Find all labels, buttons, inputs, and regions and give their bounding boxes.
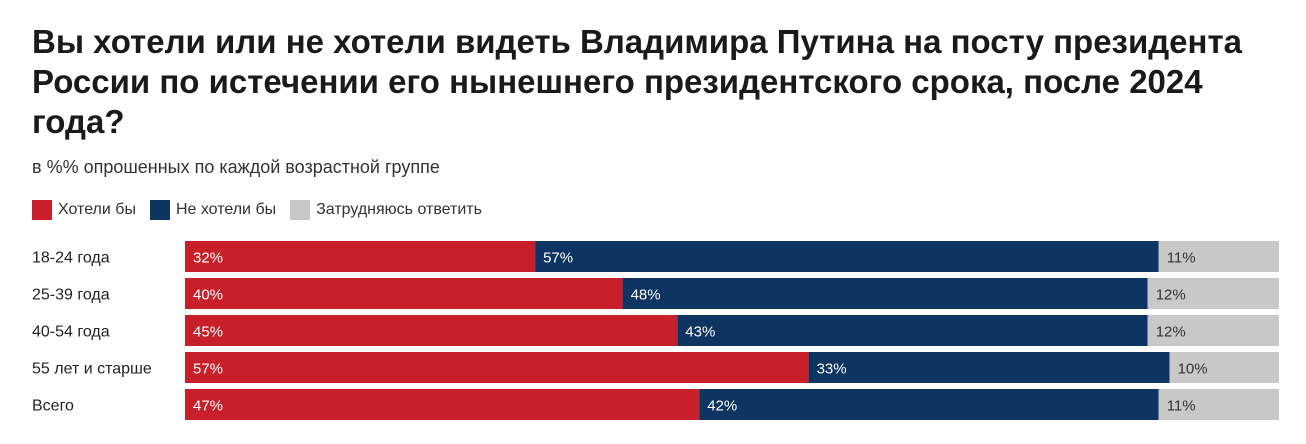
data-label: 33%: [817, 361, 847, 378]
legend-swatch-not-want: [149, 200, 170, 220]
data-label: 57%: [193, 361, 223, 378]
category-label: 55 лет и старше: [32, 361, 152, 378]
bar-row: 25-39 года 40% 48% 12%: [32, 278, 1279, 309]
data-label: 12%: [1156, 324, 1186, 341]
legend-label-not-want: Не хотели бы: [175, 201, 277, 218]
stacked-bar-chart: 18-24 года 32% 57% 11%25-39 года 40% 48% 12%40…: [32, 241, 1279, 420]
bar-segment: [1169, 352, 1279, 383]
bar-segment: [535, 241, 1159, 272]
data-label: 40%: [193, 287, 223, 304]
data-label: 32%: [193, 250, 223, 267]
bar-row: 55 лет и старше 57% 33% 10%: [32, 352, 1279, 383]
legend-label-want: Хотели бы: [58, 201, 136, 218]
data-label: 42%: [707, 398, 737, 415]
legend-label-undecided: Затрудняюсь ответить: [316, 201, 482, 218]
bar-segment: [622, 278, 1148, 309]
data-label: 11%: [1167, 398, 1196, 415]
bar-segment: [699, 389, 1159, 420]
bar-segment: [677, 315, 1148, 346]
data-label: 48%: [631, 287, 661, 304]
bar-segment: [185, 389, 700, 420]
bar-row: 18-24 года 32% 57% 11%: [32, 241, 1279, 272]
data-label: 11%: [1167, 250, 1196, 267]
category-label: 18-24 года: [32, 250, 110, 267]
data-label: 45%: [193, 324, 223, 341]
bar-segment: [185, 352, 809, 383]
legend-item-want: Хотели бы: [32, 200, 136, 220]
bar-segment: [1158, 389, 1279, 420]
category-label: Всего: [32, 398, 74, 415]
data-label: 12%: [1156, 287, 1186, 304]
legend-swatch-want: [32, 200, 52, 220]
bar-segment: [185, 278, 623, 309]
bar-row: 40-54 года 45% 43% 12%: [32, 315, 1279, 346]
category-label: 40-54 года: [32, 324, 110, 341]
legend: Хотели бы Не хотели бы Затрудняюсь ответ…: [32, 200, 496, 220]
bar-segment: [185, 315, 678, 346]
bar-segment: [1158, 241, 1279, 272]
bar-segment: [808, 352, 1170, 383]
legend-swatch-undecided: [290, 200, 311, 220]
chart-subtitle: в %% опрошенных по каждой возрастной гру…: [32, 157, 440, 177]
category-label: 25-39 года: [32, 287, 110, 304]
bar-segment: [1147, 315, 1279, 346]
chart-title: Вы хотели или не хотели видеть Владимира…: [32, 23, 1242, 140]
bar-segment: [185, 241, 536, 272]
legend-item-undecided: Затрудняюсь ответить: [290, 200, 482, 220]
data-label: 57%: [543, 250, 573, 267]
bar-segment: [1147, 278, 1279, 309]
legend-item-not-want: Не хотели бы: [149, 200, 277, 220]
data-label: 43%: [685, 324, 715, 341]
data-label: 10%: [1178, 361, 1208, 378]
bar-row: Всего 47% 42% 11%: [32, 389, 1279, 420]
data-label: 47%: [193, 398, 223, 415]
